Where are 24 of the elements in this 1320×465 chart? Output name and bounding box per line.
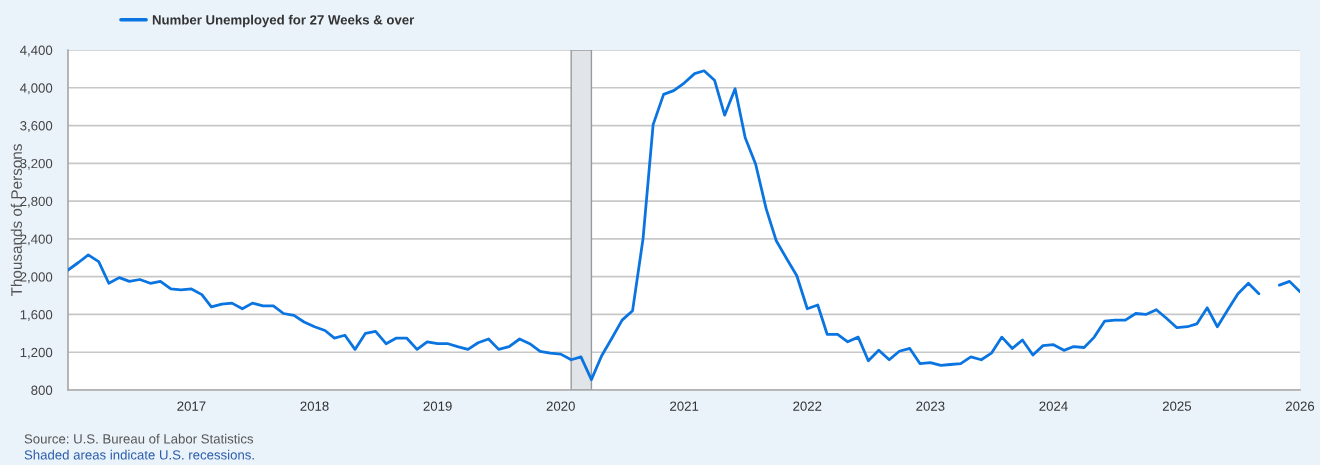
y-tick-label: 800 [31, 385, 53, 395]
x-tick-label: 2024 [1039, 401, 1068, 411]
x-tick-label: 2025 [1162, 401, 1192, 411]
y-tick-label: 2,000 [20, 272, 53, 284]
x-tick-label: 2017 [177, 401, 206, 411]
y-tick-label: 3,600 [20, 121, 53, 133]
y-tick-label: 4,400 [20, 45, 53, 57]
y-tick-label: 1,600 [20, 310, 53, 321]
legend-label: Number Unemployed for 27 Weeks & over [152, 14, 415, 28]
y-tick-label: 2,800 [20, 196, 53, 208]
source-note: Source: U.S. Bureau of Labor Statistics [24, 433, 254, 444]
x-tick-label: 2026 [1285, 401, 1315, 411]
y-tick-label: 2,400 [20, 234, 53, 246]
x-tick-label: 2019 [423, 401, 452, 411]
text: Shaded areas indicate U.S. recessions. [24, 449, 254, 460]
y-tick-label: 1,200 [20, 347, 53, 359]
y-axis-title: Thousands of Persons [10, 144, 22, 297]
x-tick-label: 2022 [793, 401, 822, 411]
y-tick-label: 3,200 [20, 158, 53, 170]
x-tick-label: 2023 [916, 401, 945, 411]
x-tick-label: 2018 [300, 401, 329, 411]
y-tick-label: 4,000 [20, 83, 53, 95]
x-tick-label: 2021 [670, 401, 699, 411]
x-tick-label: 2020 [546, 401, 575, 411]
